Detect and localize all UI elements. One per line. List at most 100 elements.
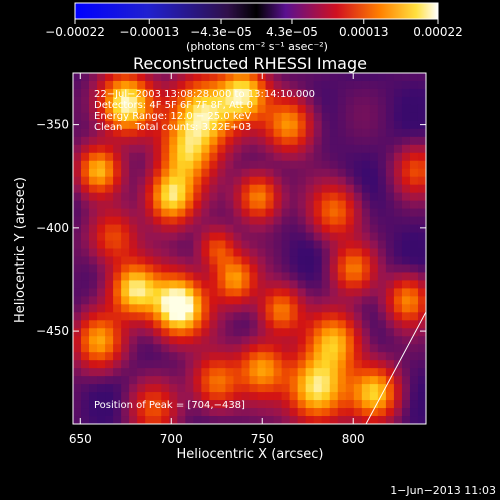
heatmap-cell [241,96,251,106]
heatmap-cell [353,168,363,178]
heatmap-cell [145,352,154,361]
heatmap-cell [105,416,114,424]
heatmap-cell [105,360,114,369]
heatmap-cell [369,384,379,393]
heatmap-cell [385,112,395,122]
heatmap-cell [321,256,331,266]
heatmap-cell [249,344,259,353]
heatmap-cell [73,128,82,138]
heatmap-cell [73,256,82,266]
heatmap-cell [377,336,387,345]
heatmap-cell [185,312,194,321]
heatmap-cell [393,216,403,226]
heatmap-cell [225,368,235,377]
heatmap-cell [329,264,339,274]
heatmap-cell [89,384,98,393]
heatmap-cell [129,88,138,98]
heatmap-cell [401,296,411,305]
heatmap-cell [169,232,178,242]
heatmap-cell [169,248,178,258]
heatmap-cell [257,88,267,98]
heatmap-cell [145,368,154,377]
heatmap-cell [89,192,98,202]
heatmap-cell [201,376,210,385]
heatmap-cell [81,192,90,202]
heatmap-cell [145,88,154,98]
heatmap-cell [233,304,243,313]
heatmap-cell [145,248,154,258]
heatmap-cell [169,328,178,337]
heatmap-cell [257,176,267,186]
heatmap-cell [81,360,90,369]
heatmap-cell [417,328,426,337]
heatmap-cell [297,248,307,258]
heatmap-cell [297,224,307,234]
heatmap-cell [281,80,291,90]
heatmap-cell [337,352,347,361]
heatmap-cell [177,352,186,361]
heatmap-cell [209,296,219,305]
heatmap-cell [193,192,202,202]
heatmap-cell [113,216,122,226]
heatmap-cell [321,296,331,305]
heatmap-cell [137,376,146,385]
heatmap-cell [393,416,403,424]
heatmap-cell [137,248,146,258]
heatmap-cell [353,368,363,377]
heatmap-cell [81,104,90,114]
heatmap-cell [273,136,283,146]
heatmap-cell [241,184,251,194]
heatmap-cell [393,240,403,250]
heatmap-cell [257,352,267,361]
heatmap-cell [169,272,178,282]
heatmap-cell [89,184,98,194]
heatmap-cell [353,216,363,226]
heatmap-cell [321,168,331,178]
heatmap-cell [401,280,411,289]
x-tick-label: 750 [251,432,274,446]
heatmap-cell [177,312,186,321]
heatmap-cell [281,280,291,289]
heatmap-cell [161,368,170,377]
heatmap-cell [377,304,387,313]
heatmap-cell [393,344,403,353]
heatmap-cell [185,328,194,337]
heatmap-cell [145,360,154,369]
heatmap-cell [81,176,90,186]
heatmap-cell [393,88,403,98]
heatmap-cell [217,360,227,369]
heatmap-cell [217,272,227,282]
heatmap-cell [185,112,194,122]
heatmap-cell [169,184,178,194]
heatmap-cell [217,352,227,361]
heatmap-cell [73,368,82,377]
heatmap-cell [137,176,146,186]
heatmap-cell [281,136,291,146]
heatmap-cell [241,392,251,401]
heatmap-cell [265,168,275,178]
heatmap-cell [353,232,363,242]
heatmap-cell [193,176,202,186]
heatmap-cell [305,312,315,321]
heatmap-cell [233,264,243,274]
heatmap-cell [209,184,219,194]
heatmap-cell [369,192,379,202]
heatmap-cell [161,384,170,393]
heatmap-cell [353,416,363,424]
heatmap-cell [161,192,170,202]
heatmap-cell [241,408,251,417]
heatmap-cell [353,184,363,194]
heatmap-cell [97,256,106,266]
info-line-detectors: Detectors: 4F 5F 6F 7F 8F, Att 0 [94,100,253,111]
heatmap-cell [257,256,267,266]
heatmap-cell [249,120,259,130]
heatmap-cell [97,160,106,170]
heatmap-cell [337,192,347,202]
heatmap-cell [233,248,243,258]
heatmap-cell [337,216,347,226]
heatmap-cell [89,368,98,377]
heatmap-cell [313,240,323,250]
heatmap-cell [249,112,259,122]
heatmap-cell [241,248,251,258]
heatmap-cell [393,208,403,218]
